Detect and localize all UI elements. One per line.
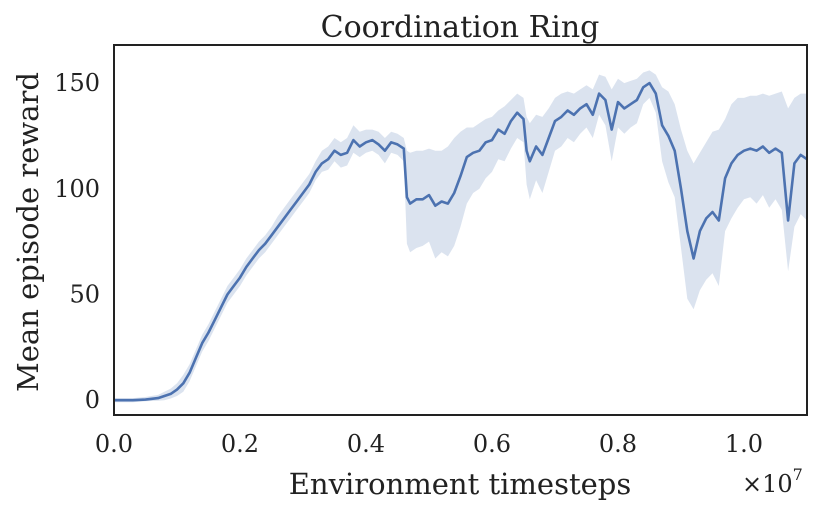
y-tick-label: 100 bbox=[54, 175, 100, 203]
x-tick-label: 0.8 bbox=[599, 430, 637, 458]
chart-title: Coordination Ring bbox=[321, 10, 600, 45]
y-tick-label: 0 bbox=[85, 386, 100, 414]
x-axis-label: Environment timesteps bbox=[289, 467, 631, 501]
confidence-band bbox=[114, 70, 807, 403]
x-tick-label: 0.2 bbox=[221, 430, 259, 458]
y-tick-label: 50 bbox=[69, 280, 100, 308]
axes-frame bbox=[113, 44, 808, 416]
series-line bbox=[114, 81, 808, 402]
x-tick-label: 0.6 bbox=[473, 430, 511, 458]
x-tick-label: 1.0 bbox=[725, 430, 763, 458]
plot-area bbox=[114, 70, 808, 403]
x-tick-labels: 0.0 0.2 0.4 0.6 0.8 1.0 bbox=[95, 430, 763, 458]
y-axis-label: Mean episode reward bbox=[11, 72, 45, 392]
y-tick-label: 150 bbox=[54, 69, 100, 97]
x-offset-multiplier: ×107 bbox=[742, 465, 803, 498]
y-tick-labels: 0 50 100 150 bbox=[54, 69, 100, 414]
x-offset-exponent: 7 bbox=[793, 465, 803, 484]
x-tick-label: 0.4 bbox=[347, 430, 385, 458]
x-offset-base: ×10 bbox=[742, 470, 793, 498]
x-tick-label: 0.0 bbox=[95, 430, 133, 458]
